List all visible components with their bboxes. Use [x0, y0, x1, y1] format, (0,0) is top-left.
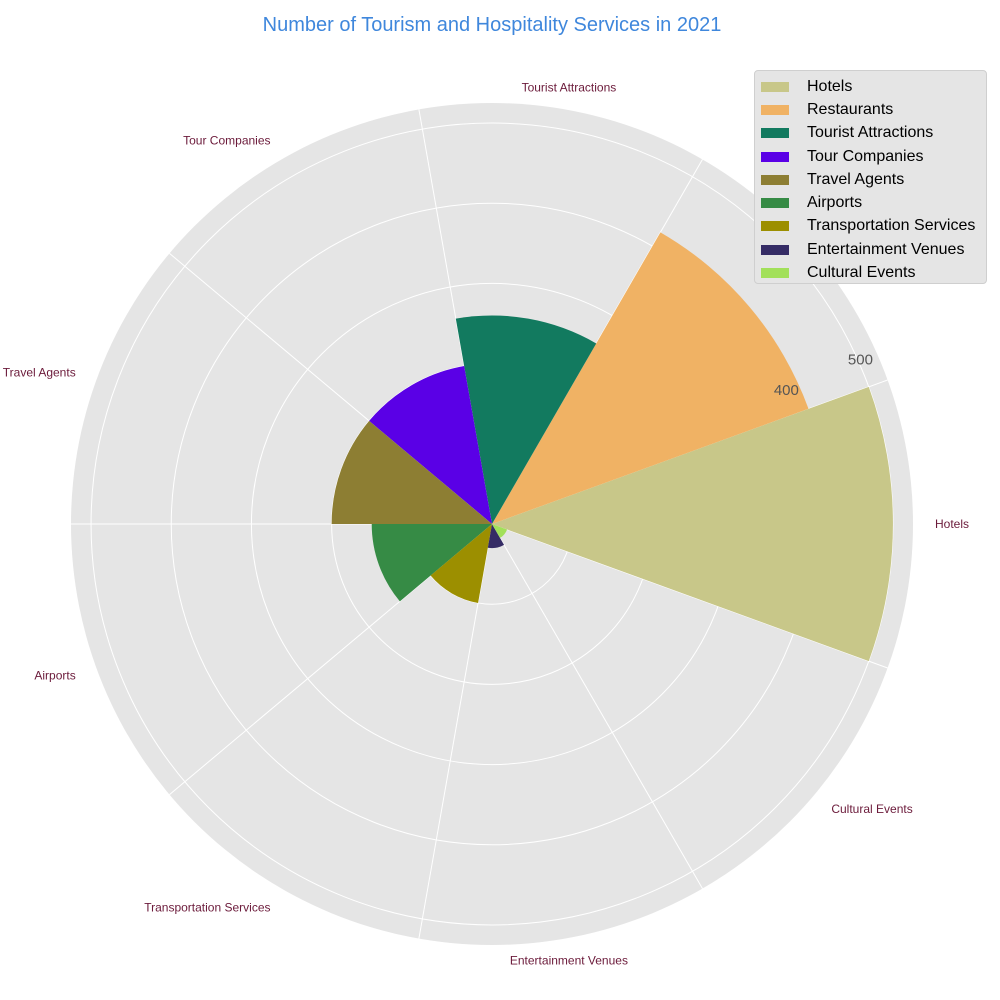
rose-bar-entertainment-venues [487, 524, 505, 549]
category-labels: Hotels Restaurants Tourist Attractions Tour… [3, 81, 969, 968]
legend-item: Entertainment Venues [761, 238, 986, 261]
legend-item: Airports [761, 191, 986, 214]
legend-item: Transportation Services [761, 215, 986, 238]
rose-bar-hotels [492, 386, 893, 662]
rose-bar-tour-companies [369, 366, 492, 524]
rose-bars [331, 232, 893, 662]
category-label: Travel Agents [3, 365, 76, 379]
legend-swatch [761, 81, 789, 92]
legend-swatch [761, 151, 789, 162]
category-label: Airports [34, 669, 75, 683]
category-label: Cultural Events [831, 802, 912, 816]
rose-bar-cultural-events [492, 524, 508, 538]
legend-swatch [761, 244, 789, 255]
legend-item: Tourist Attractions [761, 122, 986, 145]
legend-swatch [761, 104, 789, 115]
legend-item: Travel Agents [761, 168, 986, 191]
legend-label: Cultural Events [807, 264, 916, 282]
rose-bar-restaurants [492, 232, 809, 525]
radial-tick-labels: 400 500 [774, 352, 873, 400]
legend-label: Travel Agents [807, 170, 905, 188]
legend-swatch [761, 221, 789, 232]
radial-tick-label: 500 [848, 352, 873, 369]
legend-label: Entertainment Venues [807, 240, 965, 258]
legend-item: Cultural Events [761, 261, 986, 284]
legend-item: Tour Companies [761, 145, 986, 168]
legend-label: Airports [807, 194, 863, 212]
category-label: Tourist Attractions [522, 81, 617, 95]
legend-item: Restaurants [761, 98, 986, 121]
chart-title: Number of Tourism and Hospitality Servic… [262, 14, 722, 36]
radial-tick-label: 400 [774, 382, 799, 399]
category-label: Entertainment Venues [510, 953, 628, 967]
legend-swatch [761, 128, 789, 139]
category-label: Hotels [935, 517, 969, 531]
category-label: Tour Companies [183, 133, 270, 147]
legend-label: Transportation Services [807, 217, 976, 235]
legend-swatch [761, 174, 789, 185]
legend: Hotels Restaurants Tourist Attractions Tour… [754, 70, 987, 284]
category-label: Transportation Services [144, 901, 270, 915]
legend-swatch [761, 268, 789, 279]
legend-label: Tour Companies [807, 147, 924, 165]
grid-spoke [491, 523, 703, 889]
legend-label: Hotels [807, 77, 853, 95]
legend-label: Tourist Attractions [807, 124, 934, 142]
rose-bar-airports [371, 524, 492, 602]
rose-bar-transportation-services [430, 524, 492, 603]
legend-item: Hotels [761, 75, 986, 98]
legend-swatch [761, 198, 789, 209]
rose-bar-tourist-attractions [455, 315, 597, 524]
legend-label: Restaurants [807, 100, 894, 118]
rose-bar-travel-agents [331, 420, 492, 524]
